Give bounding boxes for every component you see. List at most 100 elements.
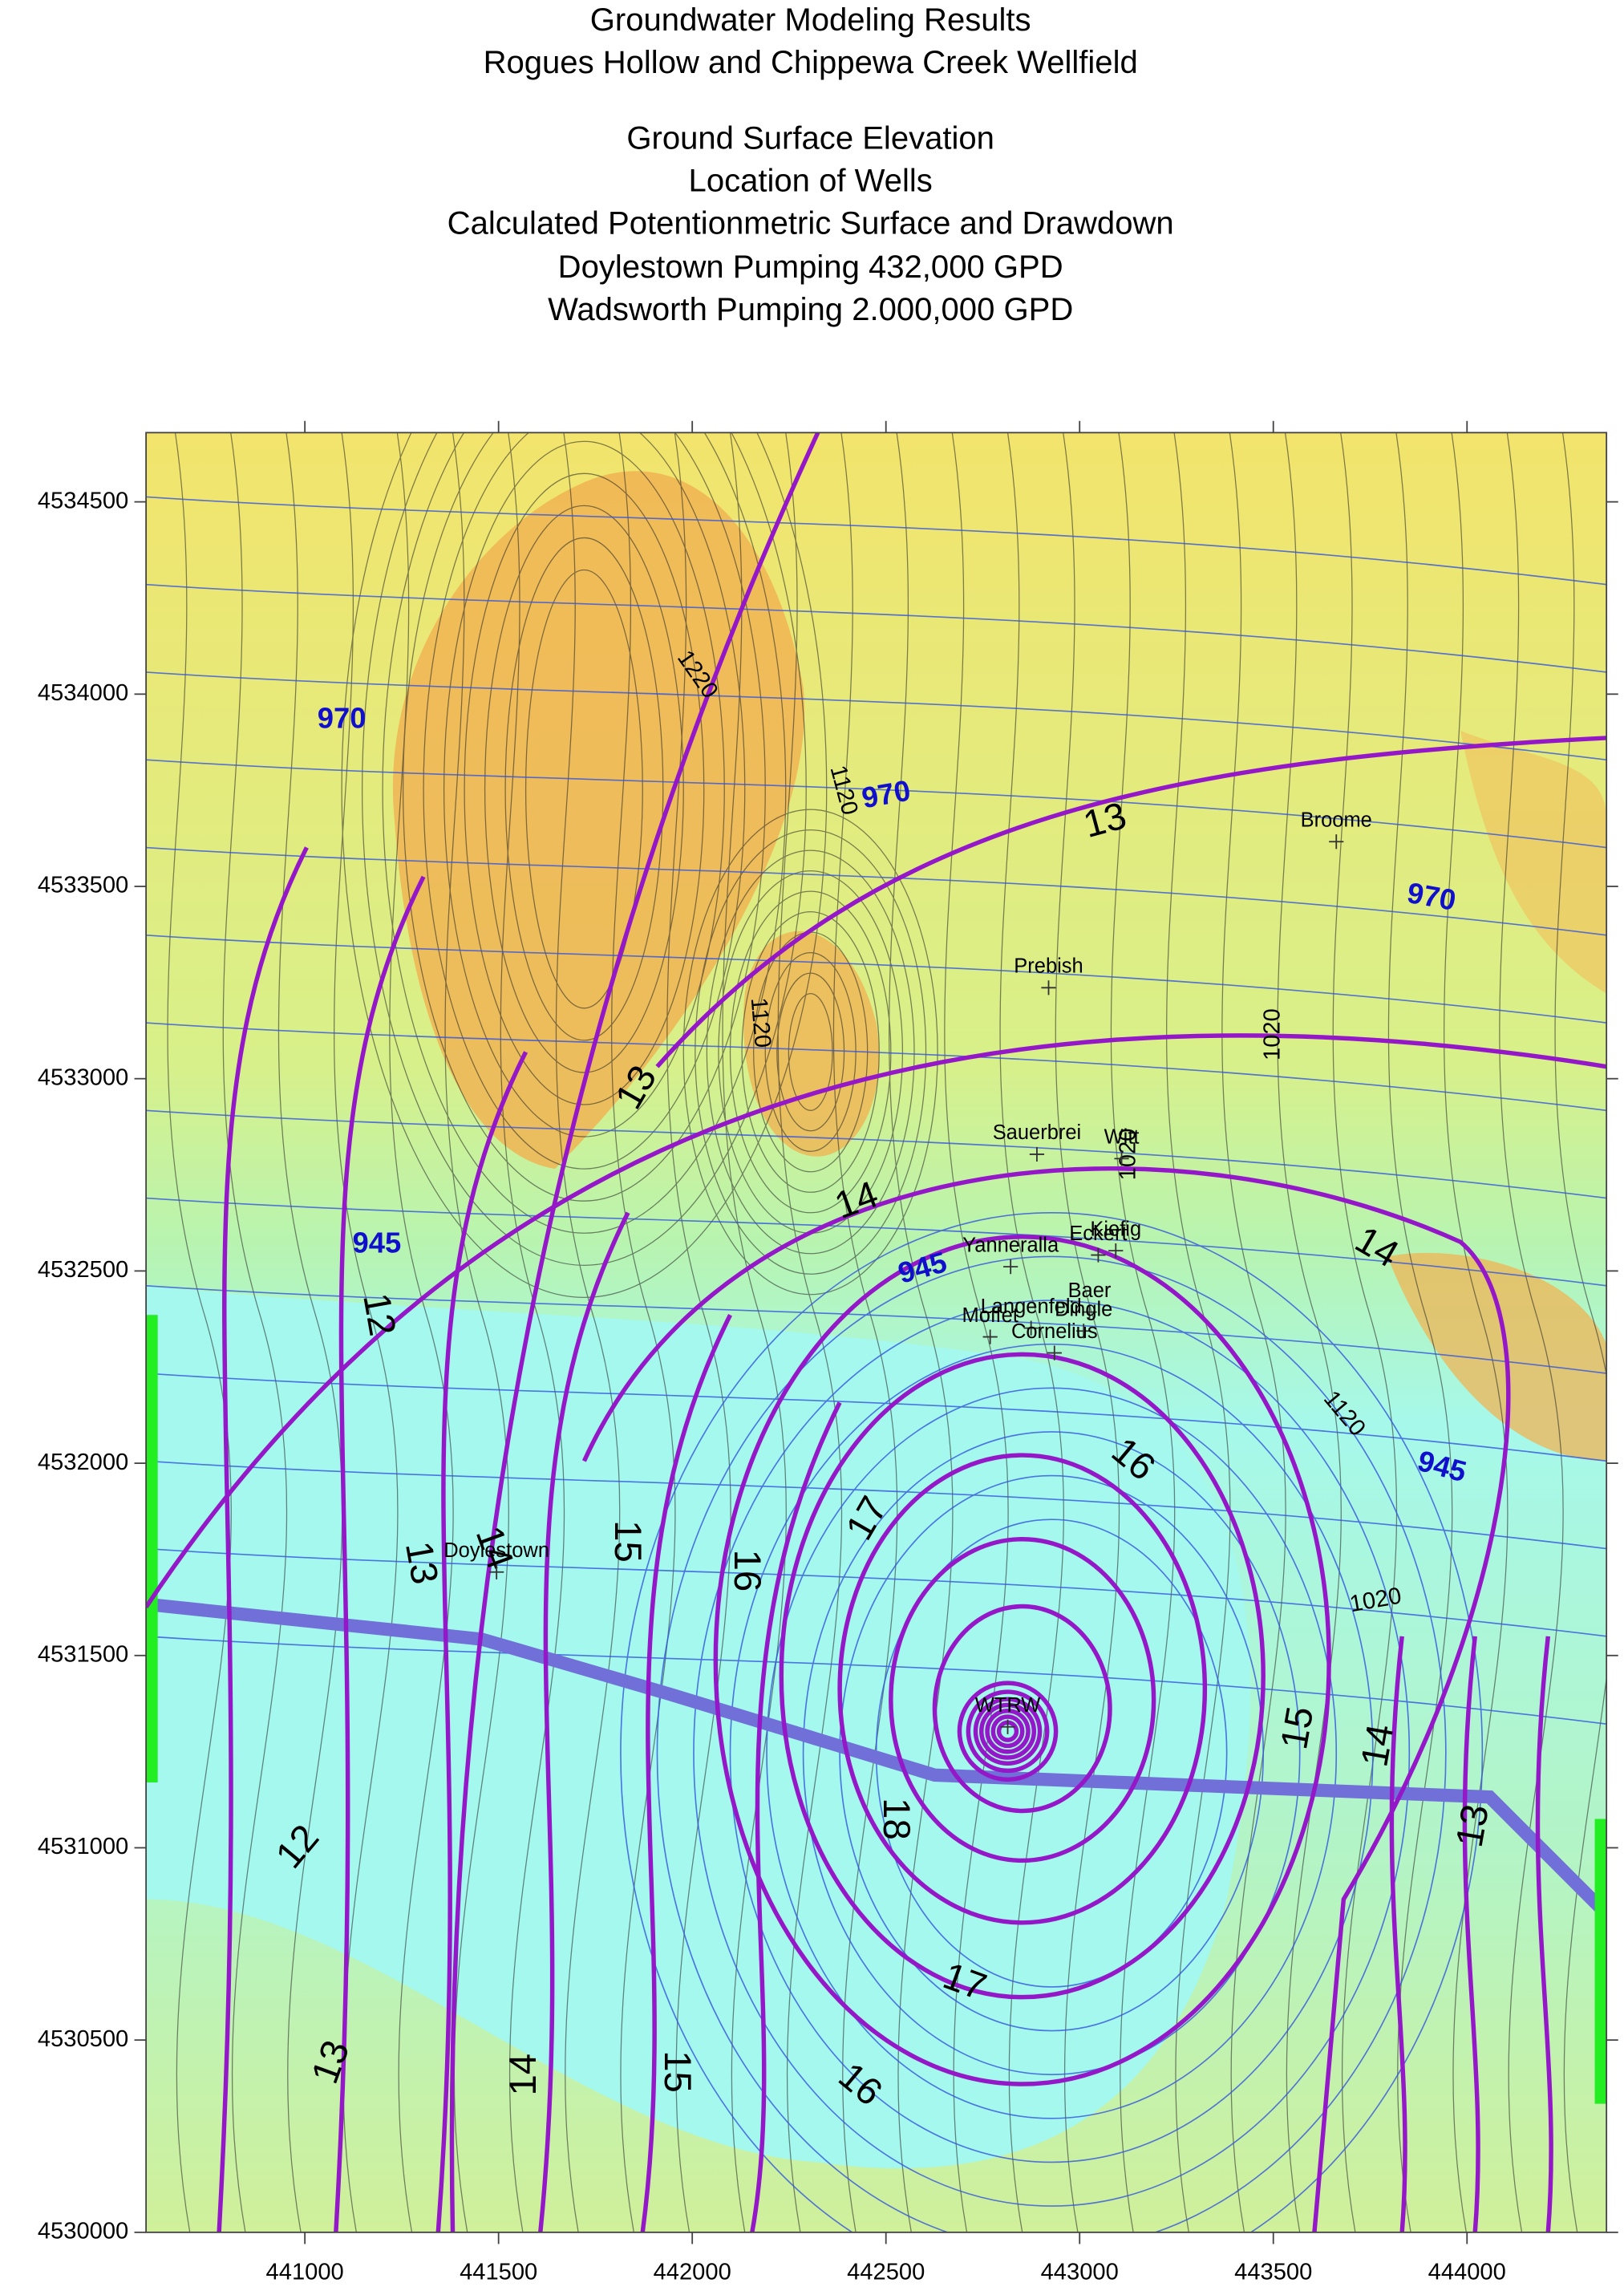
elevation-line (706, 849, 915, 1255)
drawdown-label: 15 (656, 2050, 699, 2093)
elevation-line (777, 432, 843, 2232)
drawdown-label: 16 (726, 1550, 768, 1592)
well-label: Moffet (962, 1304, 1018, 1327)
potentiometric-label: 970 (318, 702, 367, 735)
well-marker (1329, 834, 1344, 849)
potentiometric-label: 970 (1405, 876, 1459, 917)
y-tick-label: 4534500 (38, 488, 128, 513)
elevation-line (1332, 432, 1398, 2232)
well-label: Witt (1104, 1126, 1140, 1149)
title-line: Wadsworth Pumping 2.000,000 GPD (548, 292, 1073, 327)
flow-line (146, 1109, 1607, 1199)
drawdown-line (957, 1681, 1059, 1782)
drawdown-line (966, 1689, 1050, 1774)
y-tick-label: 4532000 (38, 1450, 128, 1475)
well-label: WTRW (975, 1694, 1041, 1717)
elevation-line (341, 432, 828, 1298)
y-tick-label: 4533500 (38, 873, 128, 898)
drawdown-line (435, 1051, 529, 2232)
drawdown-line (640, 1314, 732, 2232)
flow-line (146, 583, 1607, 673)
well-label: Baer (1068, 1279, 1112, 1302)
flow-line (656, 1255, 1447, 2232)
drawdown-line (1389, 1636, 1407, 2232)
well-label: Langenfeld (981, 1296, 1082, 1318)
flow-line (146, 1373, 1607, 1462)
drawdown-contours (146, 432, 1607, 2232)
x-tick-label: 441000 (266, 2260, 344, 2285)
flow-line (146, 1285, 1607, 1374)
x-tick-label: 443000 (1041, 2260, 1119, 2285)
title-line: Ground Surface Elevation (626, 121, 994, 156)
drawdown-line (217, 846, 309, 2232)
flow-line (146, 759, 1607, 849)
elevation-line (1499, 432, 1564, 2232)
elevation-line (555, 432, 621, 2232)
well-marker (489, 1564, 504, 1579)
drawdown-label: 18 (875, 1798, 917, 1840)
well-marker (982, 1329, 998, 1344)
drawdown-line (1535, 1636, 1553, 2232)
elevation-line (1554, 432, 1607, 2232)
elevation-line (167, 432, 232, 2232)
drawdown-line (538, 1211, 630, 2232)
x-tick-label: 442000 (654, 2260, 731, 2285)
elevation-line (1055, 432, 1120, 2232)
elevation-line (1110, 432, 1176, 2232)
potentiometric-contours (146, 496, 1607, 2232)
drawdown-label: 13 (1448, 1802, 1497, 1851)
drawdown-line (146, 1033, 1607, 1608)
elevation-line (666, 432, 731, 2232)
well-label: Kiefig (1090, 1218, 1141, 1240)
elevation-line (277, 432, 343, 2232)
well-marker (1029, 1146, 1045, 1162)
elevation-contours (167, 432, 1607, 2232)
elevation-line (1444, 432, 1509, 2232)
elevation-line (382, 432, 787, 1234)
well-label: Sauerbrei (993, 1121, 1082, 1144)
elevation-line (1387, 432, 1453, 2232)
elevation-line (1221, 432, 1286, 2232)
drawdown-line (889, 1537, 1156, 1863)
elevation-line (504, 537, 664, 1041)
x-tick-label: 443500 (1234, 2260, 1312, 2285)
elevation-line (944, 432, 1009, 2232)
title-line: Calculated Potentionmetric Surface and D… (448, 205, 1174, 241)
flow-line (146, 934, 1607, 1024)
y-tick-label: 4532500 (38, 1257, 128, 1283)
y-tick-label: 4534000 (38, 680, 128, 706)
flow-line (620, 1212, 1484, 2232)
elevation-line (524, 569, 643, 1009)
elevation-line (334, 432, 399, 2232)
drawdown-line (1462, 1636, 1480, 2232)
well-label: Cornelius (1011, 1320, 1098, 1343)
boundary (146, 1315, 158, 1782)
flow-line (146, 846, 1607, 936)
flow-line (839, 1474, 1265, 2032)
well-marker (1047, 1345, 1062, 1360)
elevation-line (729, 890, 892, 1214)
flow-line (766, 1387, 1338, 2119)
drawdown-line (979, 1702, 1037, 1760)
flow-line (693, 1300, 1411, 2207)
potentiometric-label: 945 (352, 1226, 401, 1259)
title-line: Groundwater Modeling Results (590, 2, 1031, 38)
elevation-line (464, 472, 705, 1105)
elevation-line (1166, 432, 1231, 2232)
title-line: Location of Wells (689, 164, 933, 199)
drawdown-line (581, 1166, 1511, 2232)
elevation-line (500, 432, 565, 2232)
drawdown-label: 12 (354, 1290, 403, 1339)
elevation-line (222, 432, 288, 2232)
drawdown-line (932, 1604, 1112, 1814)
drawdown-line (973, 1697, 1043, 1766)
map-area (146, 432, 1607, 2232)
boundary (1594, 1819, 1607, 2104)
well-marker (1108, 1243, 1124, 1259)
flow-line (729, 1343, 1374, 2163)
well-marker (1082, 1304, 1097, 1320)
drawdown-line (779, 1352, 1266, 2000)
elevation-line (1277, 432, 1342, 2232)
x-tick-label: 442500 (847, 2260, 925, 2285)
drawdown-line (655, 736, 1607, 1068)
